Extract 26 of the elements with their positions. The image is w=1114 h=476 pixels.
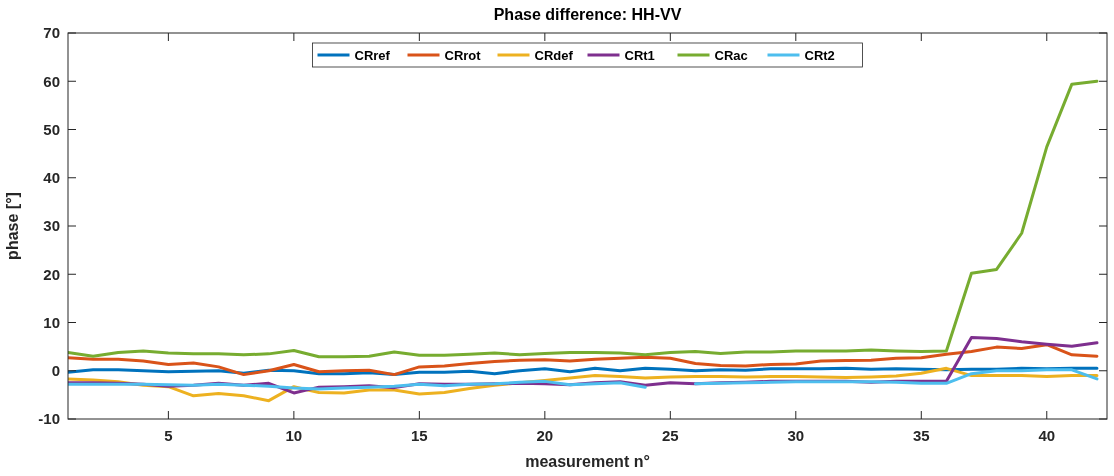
x-tick-label: 5 <box>164 427 173 444</box>
x-tick-label: 40 <box>1038 427 1056 444</box>
y-tick-label: 0 <box>51 362 60 379</box>
y-tick-label: 70 <box>43 24 60 42</box>
y-tick-label: 60 <box>43 72 60 90</box>
legend-label: CRdef <box>534 47 574 63</box>
legend-label: CRrot <box>444 47 482 63</box>
y-tick-label: -10 <box>38 410 60 428</box>
x-tick-label: 10 <box>285 427 303 444</box>
x-tick-label: 15 <box>411 427 428 444</box>
y-axis-title: phase [°] <box>4 192 21 260</box>
y-tick-label: 10 <box>43 313 60 331</box>
legend-label: CRt1 <box>624 47 655 63</box>
legend-label: CRt2 <box>804 47 835 63</box>
x-tick-label: 25 <box>661 427 679 444</box>
legend-label: CRac <box>714 47 748 63</box>
legend-label: CRref <box>354 47 391 63</box>
y-tick-label: 40 <box>43 169 60 186</box>
y-tick-label: 20 <box>43 265 60 283</box>
y-tick-label: 30 <box>43 217 60 235</box>
x-tick-label: 30 <box>787 427 805 444</box>
chart-title: Phase difference: HH-VV <box>493 6 682 23</box>
x-tick-label: 20 <box>536 427 554 444</box>
x-axis-title: measurement n° <box>525 453 650 470</box>
y-tick-label: 50 <box>43 120 60 138</box>
x-tick-label: 35 <box>912 427 930 444</box>
